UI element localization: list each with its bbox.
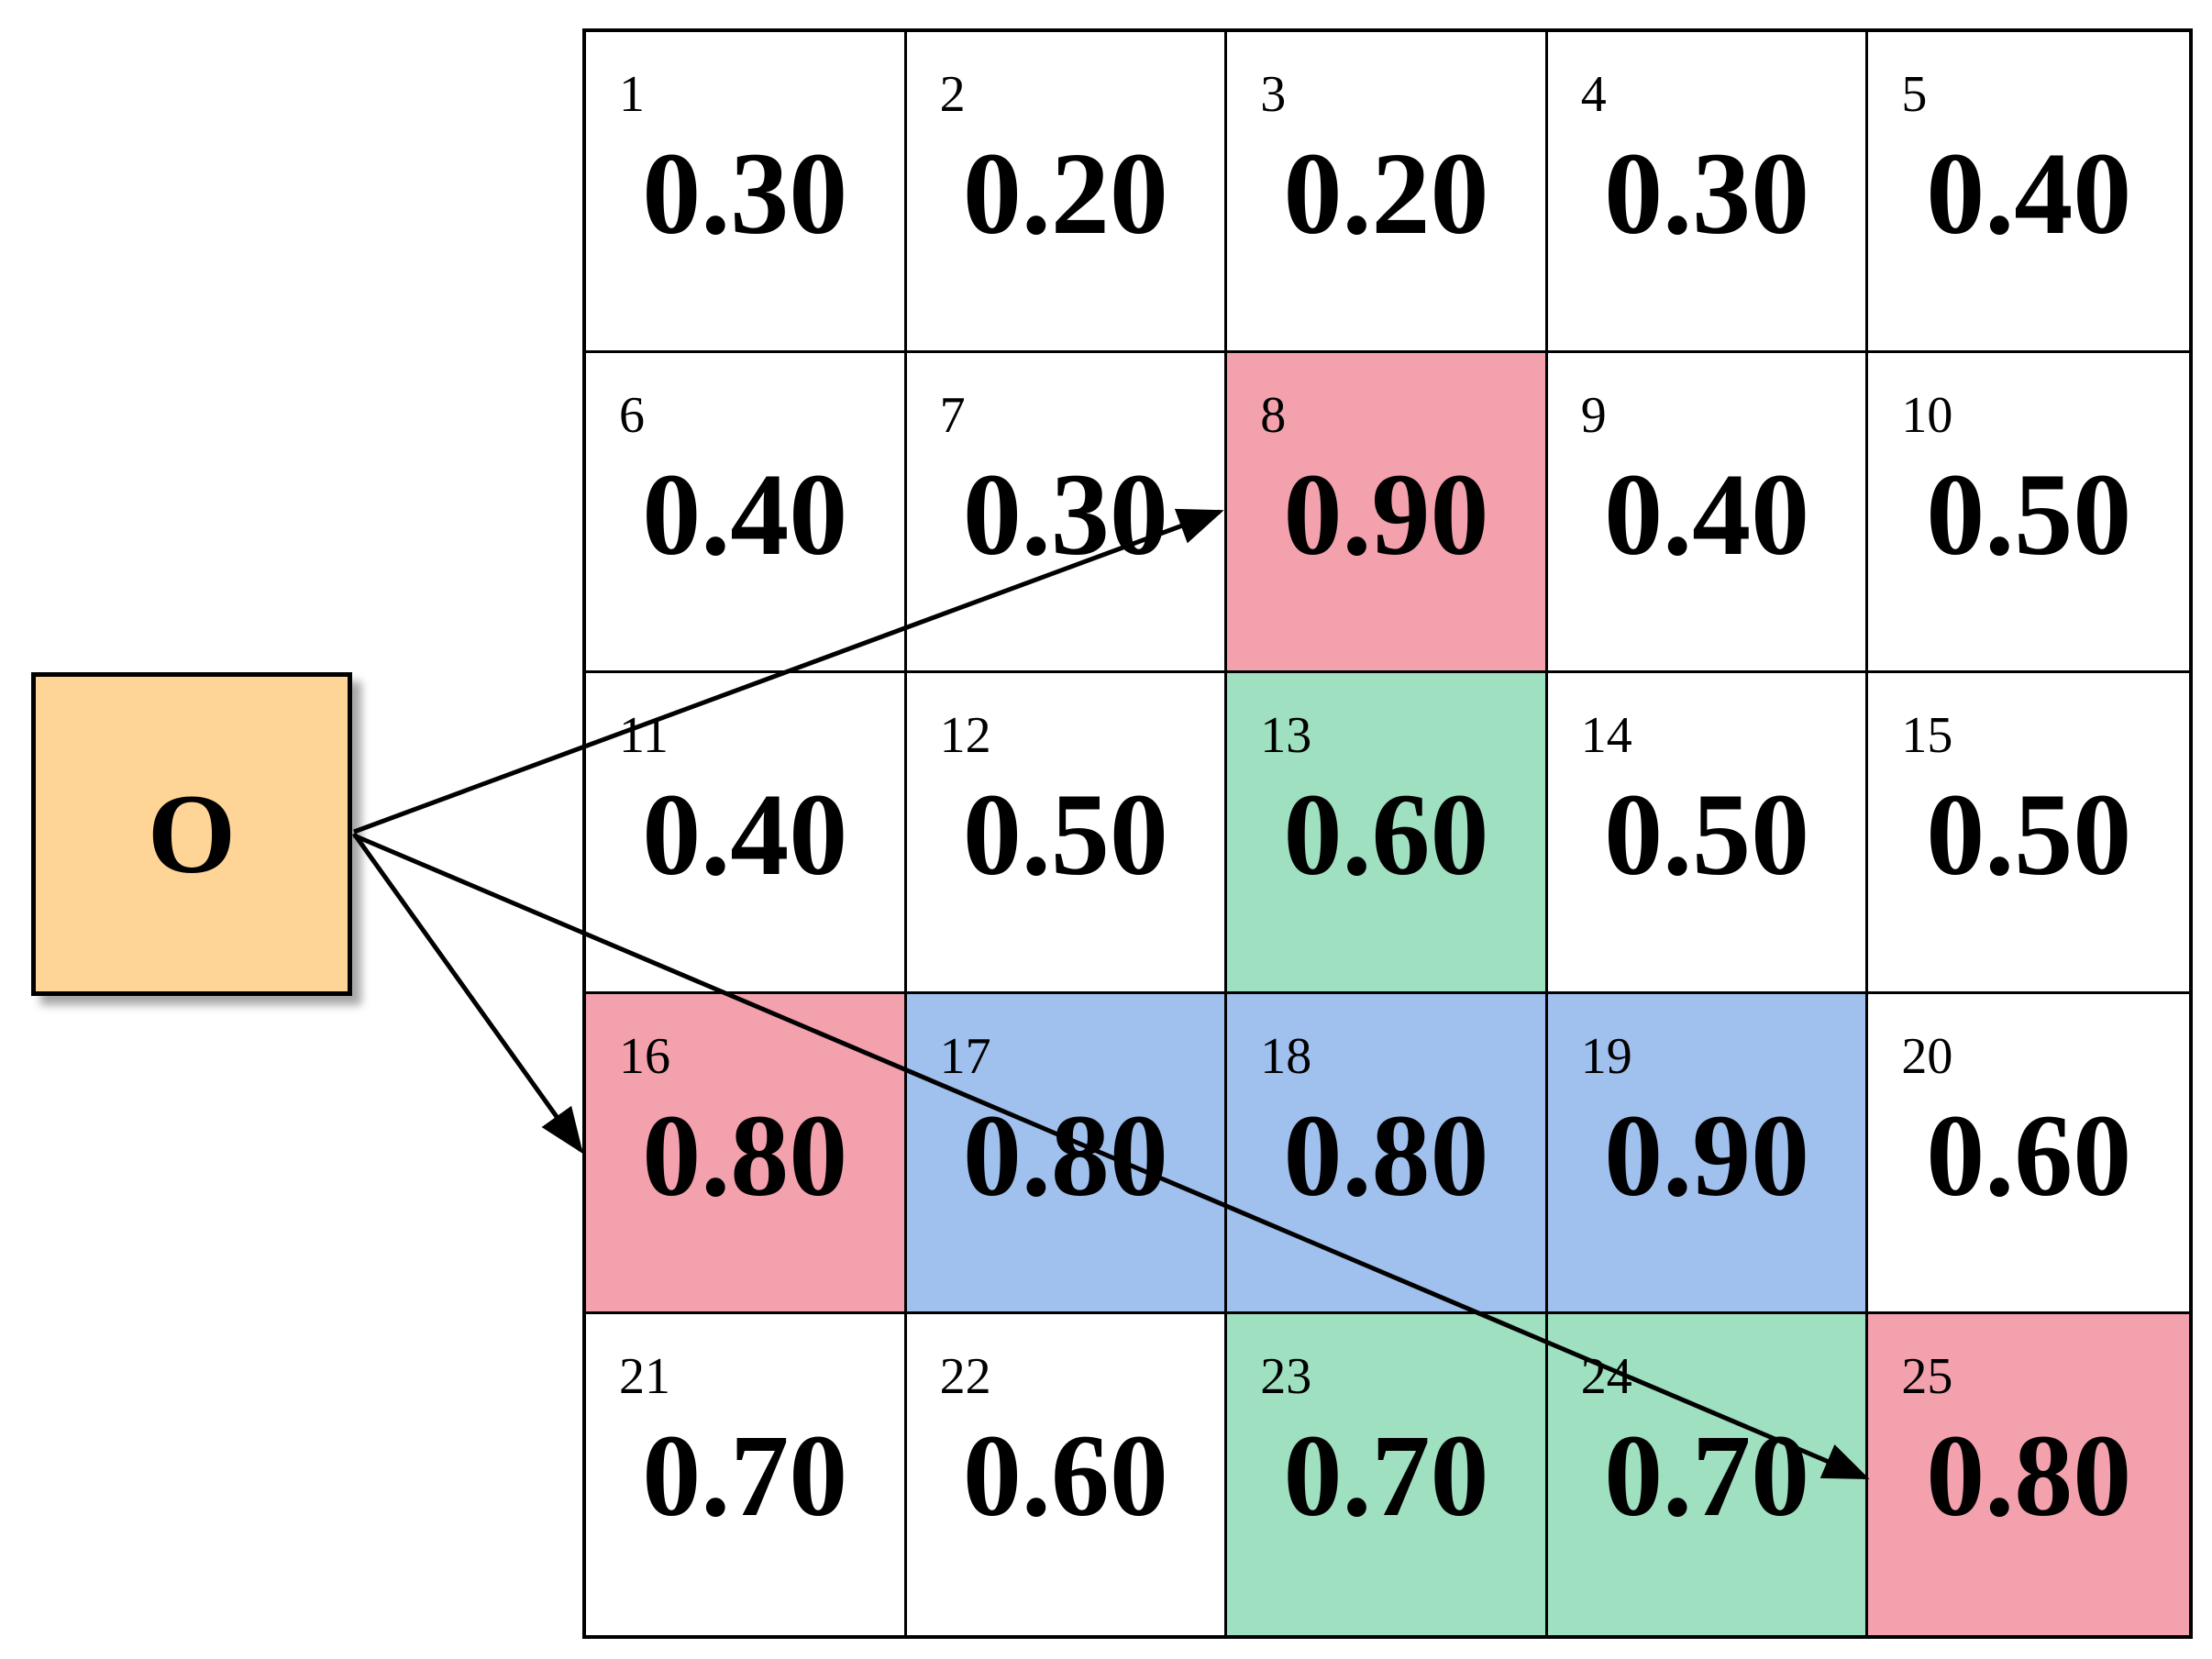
cell-value: 0.80 (1926, 1410, 2132, 1542)
grid-cell-5: 5 0.40 (1868, 32, 2189, 353)
cell-index: 14 (1580, 707, 1632, 765)
cell-value: 0.30 (642, 128, 848, 259)
grid-cell-2: 2 0.20 (906, 32, 1228, 353)
probability-grid: 1 0.30 2 0.20 3 0.20 4 0.30 5 0.40 6 0.40 7 0.30 8 0.90… (582, 28, 2193, 1639)
cell-index: 6 (619, 386, 645, 444)
cell-index: 20 (1901, 1027, 1953, 1085)
grid-cell-25: 25 0.80 (1868, 1314, 2189, 1635)
cell-value: 0.50 (1926, 448, 2132, 580)
cell-index: 17 (939, 1027, 991, 1085)
cell-value: 0.70 (642, 1410, 848, 1542)
grid-cell-18: 18 0.80 (1227, 993, 1548, 1315)
cell-index: 7 (939, 386, 966, 444)
grid-cell-16: 16 0.80 (586, 993, 907, 1315)
cell-index: 3 (1260, 66, 1287, 123)
cell-index: 16 (619, 1027, 670, 1085)
cell-index: 18 (1260, 1027, 1312, 1085)
grid-cell-24: 24 0.70 (1547, 1314, 1869, 1635)
grid-cell-14: 14 0.50 (1547, 673, 1869, 994)
cell-value: 0.20 (962, 128, 1168, 259)
grid-cell-21: 21 0.70 (586, 1314, 907, 1635)
cell-value: 0.60 (1283, 769, 1489, 901)
cell-index: 2 (939, 66, 966, 123)
grid-cell-8: 8 0.90 (1227, 352, 1548, 674)
grid-cell-13: 13 0.60 (1227, 673, 1548, 994)
grid-cell-22: 22 0.60 (906, 1314, 1228, 1635)
cell-value: 0.70 (1604, 1410, 1810, 1542)
cell-value: 0.70 (1283, 1410, 1489, 1542)
cell-index: 9 (1580, 386, 1607, 444)
cell-index: 22 (939, 1348, 991, 1406)
grid-cell-17: 17 0.80 (906, 993, 1228, 1315)
grid-cell-9: 9 0.40 (1547, 352, 1869, 674)
cell-value: 0.50 (1926, 769, 2132, 901)
grid-cell-10: 10 0.50 (1868, 352, 2189, 674)
grid-cell-1: 1 0.30 (586, 32, 907, 353)
cell-value: 0.80 (642, 1089, 848, 1221)
cell-index: 11 (619, 707, 669, 765)
arrow-to-cell-16 (351, 832, 583, 1155)
cell-value: 0.80 (962, 1089, 1168, 1221)
cell-value: 0.30 (962, 448, 1168, 580)
cell-value: 0.60 (962, 1410, 1168, 1542)
cell-index: 23 (1260, 1348, 1312, 1406)
cell-index: 15 (1901, 707, 1953, 765)
cell-value: 0.40 (642, 769, 848, 901)
grid-cell-19: 19 0.90 (1547, 993, 1869, 1315)
cell-value: 0.40 (1604, 448, 1810, 580)
cell-index: 10 (1901, 386, 1953, 444)
cell-index: 21 (619, 1348, 670, 1406)
cell-value: 0.40 (1926, 128, 2132, 259)
cell-index: 13 (1260, 707, 1312, 765)
cell-index: 25 (1901, 1348, 1953, 1406)
cell-index: 24 (1580, 1348, 1632, 1406)
cell-index: 4 (1580, 66, 1607, 123)
grid-cell-3: 3 0.20 (1227, 32, 1548, 353)
cell-index: 12 (939, 707, 991, 765)
cell-index: 19 (1580, 1027, 1632, 1085)
cell-index: 8 (1260, 386, 1287, 444)
cell-value: 0.90 (1283, 448, 1489, 580)
cell-index: 5 (1901, 66, 1928, 123)
cell-value: 0.50 (962, 769, 1168, 901)
grid-cell-15: 15 0.50 (1868, 673, 2189, 994)
cell-value: 0.30 (1604, 128, 1810, 259)
cell-value: 0.60 (1926, 1089, 2132, 1221)
cell-value: 0.80 (1283, 1089, 1489, 1221)
origin-node: O (31, 672, 352, 996)
grid-cell-23: 23 0.70 (1227, 1314, 1548, 1635)
cell-index: 1 (619, 66, 645, 123)
cell-value: 0.50 (1604, 769, 1810, 901)
cell-value: 0.20 (1283, 128, 1489, 259)
grid-cell-6: 6 0.40 (586, 352, 907, 674)
grid-cell-20: 20 0.60 (1868, 993, 2189, 1315)
grid-cell-4: 4 0.30 (1547, 32, 1869, 353)
cell-value: 0.90 (1604, 1089, 1810, 1221)
origin-label: O (147, 770, 237, 897)
grid-cell-7: 7 0.30 (906, 352, 1228, 674)
grid-cell-11: 11 0.40 (586, 673, 907, 994)
cell-value: 0.40 (642, 448, 848, 580)
grid-cell-12: 12 0.50 (906, 673, 1228, 994)
